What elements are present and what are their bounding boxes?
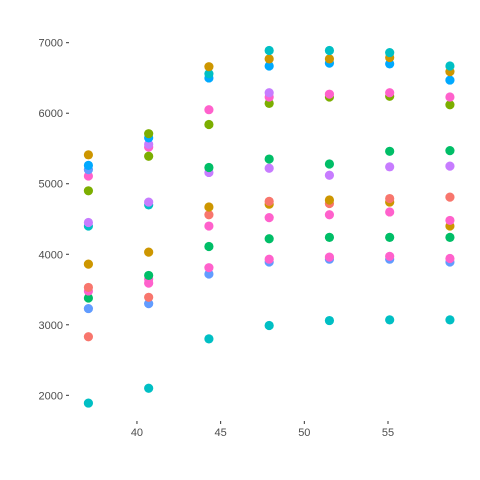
data-point <box>204 62 214 72</box>
data-point <box>385 162 395 172</box>
data-point <box>385 232 395 242</box>
data-point <box>204 210 214 220</box>
data-point <box>324 54 335 64</box>
data-point <box>324 232 335 242</box>
x-axis: 40 45 50 55 <box>131 421 394 439</box>
data-point <box>445 192 455 202</box>
data-point <box>385 315 395 325</box>
data-point <box>144 197 154 207</box>
data-point <box>445 100 455 110</box>
data-point <box>445 232 455 242</box>
data-point <box>264 154 274 164</box>
y-tick-label: 6000 <box>39 108 63 120</box>
y-tick-label: 5000 <box>39 179 63 191</box>
data-point <box>204 162 214 173</box>
data-point <box>144 270 154 281</box>
data-point <box>83 259 94 269</box>
data-point <box>144 299 154 309</box>
data-point <box>324 89 335 99</box>
data-point <box>324 170 335 180</box>
data-point <box>264 254 274 264</box>
data-point <box>445 61 455 71</box>
data-point <box>264 61 274 71</box>
data-point <box>324 252 335 262</box>
data-point <box>385 207 395 217</box>
data-point <box>83 217 94 228</box>
data-point <box>264 212 274 223</box>
data-point <box>445 161 455 171</box>
data-point <box>324 195 335 205</box>
data-point <box>83 282 94 293</box>
y-tick-label: 7000 <box>39 38 63 50</box>
data-point <box>204 334 214 344</box>
data-point <box>385 88 395 98</box>
data-point <box>204 69 214 79</box>
y-axis: 2000 3000 4000 5000 6000 7000 <box>39 38 69 402</box>
data-point <box>144 292 154 302</box>
data-point <box>385 193 395 204</box>
data-point <box>144 383 154 393</box>
data-point <box>264 320 274 331</box>
data-point <box>385 47 395 58</box>
data-point <box>83 332 94 342</box>
data-point <box>264 88 274 98</box>
data-point <box>204 269 214 279</box>
data-point <box>83 303 94 314</box>
data-point <box>83 398 94 408</box>
data-point <box>445 215 455 226</box>
x-tick-label: 50 <box>298 427 310 439</box>
data-point <box>264 196 274 206</box>
data-point <box>204 119 214 130</box>
data-point <box>385 59 395 69</box>
x-tick-label: 45 <box>215 427 227 439</box>
y-tick-label: 4000 <box>39 249 63 261</box>
data-point <box>324 45 335 56</box>
data-points <box>83 45 455 408</box>
data-point <box>264 98 274 108</box>
data-point <box>264 45 274 56</box>
data-point <box>144 151 154 161</box>
data-point <box>445 315 455 325</box>
data-point <box>83 293 94 303</box>
data-point <box>83 186 94 196</box>
data-point <box>204 105 214 115</box>
data-point <box>324 159 335 169</box>
data-point <box>83 150 94 160</box>
x-tick-label: 40 <box>131 427 143 439</box>
y-tick-label: 3000 <box>39 320 63 332</box>
data-point <box>324 315 335 326</box>
data-point <box>144 247 154 257</box>
data-point <box>204 263 214 273</box>
data-point <box>204 202 214 212</box>
data-point <box>445 253 455 264</box>
data-point <box>385 146 395 156</box>
data-point <box>264 234 274 244</box>
data-point <box>324 210 335 220</box>
data-point <box>445 75 455 85</box>
data-point <box>204 241 214 252</box>
x-tick-label: 55 <box>382 427 394 439</box>
data-point <box>83 160 94 171</box>
data-point <box>83 171 94 181</box>
data-point <box>264 163 274 173</box>
data-point <box>204 221 214 231</box>
data-point <box>445 92 455 102</box>
data-point <box>264 54 274 64</box>
data-point <box>144 129 154 139</box>
y-tick-label: 2000 <box>39 390 63 402</box>
data-point <box>385 251 395 261</box>
data-point <box>144 139 154 149</box>
data-point <box>445 145 455 156</box>
